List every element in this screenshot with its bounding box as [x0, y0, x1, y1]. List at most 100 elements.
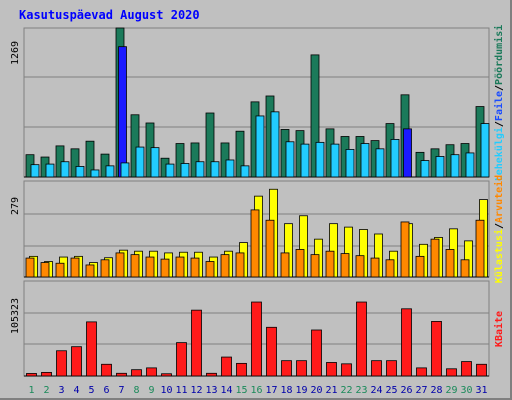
bar-sites	[430, 238, 440, 278]
bar-files	[240, 165, 250, 178]
bar-files	[465, 152, 475, 178]
bar-sites	[310, 254, 320, 278]
bar-kbytes	[281, 360, 292, 377]
bar-kbytes	[161, 373, 172, 377]
bar-sites	[130, 254, 140, 278]
bar-kbytes	[71, 346, 82, 377]
x-tick-label: 6	[103, 385, 109, 396]
x-tick-label: 26	[400, 385, 412, 396]
bar-kbytes	[311, 329, 322, 377]
bar-kbytes	[266, 326, 277, 377]
middle-legend-separator: /	[494, 223, 505, 229]
bar-sites	[190, 257, 200, 278]
bar-files	[120, 162, 130, 178]
bar-pageviews	[85, 140, 95, 178]
bar-files	[105, 165, 115, 178]
bar-sites	[400, 221, 410, 278]
bar-kbytes	[371, 360, 382, 377]
x-tick-label: 15	[235, 385, 247, 396]
bar-files	[75, 166, 85, 178]
bar-kbytes	[131, 369, 142, 377]
x-tick-label: 28	[430, 385, 442, 396]
bar-pageviews	[310, 54, 320, 178]
bar-pageviews	[130, 114, 140, 178]
x-tick-label: 4	[73, 385, 79, 396]
bar-files	[330, 143, 340, 178]
bar-kbytes	[296, 360, 307, 377]
bar-sites	[115, 252, 125, 278]
bar-kbytes	[221, 356, 232, 377]
bar-sites	[370, 257, 380, 278]
bar-files	[480, 123, 490, 178]
bar-hits	[403, 128, 412, 178]
x-tick-label: 13	[205, 385, 217, 396]
x-tick-label: 1	[28, 385, 34, 396]
y-max-label: 1269	[10, 41, 21, 65]
bar-kbytes	[431, 321, 442, 377]
bottom-legend-item: KBaite	[493, 311, 505, 347]
bar-pageviews	[235, 130, 245, 178]
bar-sites	[205, 261, 215, 278]
top-legend-item: Lehekülgi	[493, 127, 505, 181]
bar-files	[435, 156, 445, 178]
bar-kbytes	[236, 362, 247, 377]
y-max-label: 105323	[10, 298, 21, 334]
x-tick-label: 23	[355, 385, 367, 396]
x-tick-label: 11	[175, 385, 187, 396]
bar-hits	[118, 46, 127, 178]
top-legend-separator: /	[494, 121, 505, 127]
bar-sites	[55, 262, 65, 278]
bar-files	[30, 164, 40, 178]
bar-sites	[220, 254, 230, 278]
middle-legend-item: Arvuteid	[493, 175, 505, 223]
top-legend-item: Pöördumisi	[493, 25, 505, 85]
bar-sites	[85, 264, 95, 278]
middle-legend-item: Külastusi	[493, 229, 505, 283]
bar-kbytes	[386, 360, 397, 377]
bar-kbytes	[26, 373, 37, 377]
bar-kbytes	[251, 301, 262, 377]
bar-sites	[265, 219, 275, 278]
bar-sites	[160, 258, 170, 278]
chart-title: Kasutuspäevad August 2020	[19, 8, 200, 22]
bar-kbytes	[326, 362, 337, 377]
x-tick-label: 17	[265, 385, 277, 396]
bar-files	[180, 163, 190, 178]
bar-kbytes	[116, 372, 127, 377]
bar-sites	[295, 249, 305, 278]
bar-kbytes	[191, 309, 202, 377]
bar-files	[315, 141, 325, 178]
x-tick-label: 3	[58, 385, 64, 396]
bar-files	[210, 161, 220, 178]
bar-pageviews	[190, 142, 200, 178]
bar-sites	[355, 255, 365, 278]
bar-sites	[70, 257, 80, 278]
bar-kbytes	[176, 342, 187, 377]
x-tick-label: 24	[370, 385, 382, 396]
top-legend-item: Faile	[493, 91, 505, 121]
bar-sites	[385, 259, 395, 278]
x-tick-label: 25	[385, 385, 397, 396]
bar-kbytes	[446, 368, 457, 377]
bar-kbytes	[461, 361, 472, 377]
x-tick-label: 31	[475, 385, 487, 396]
bar-kbytes	[206, 372, 217, 377]
y-max-label: 279	[10, 197, 21, 215]
bar-sites	[340, 253, 350, 278]
bar-files	[300, 143, 310, 178]
bar-sites	[100, 259, 110, 278]
bar-files	[390, 139, 400, 178]
bar-kbytes	[356, 301, 367, 377]
bar-files	[60, 161, 70, 178]
bar-sites	[475, 219, 485, 278]
x-tick-label: 12	[190, 385, 202, 396]
x-tick-label: 22	[340, 385, 352, 396]
bar-sites	[460, 259, 470, 278]
bar-sites	[280, 252, 290, 278]
x-tick-label: 5	[88, 385, 94, 396]
bar-files	[450, 154, 460, 178]
x-tick-label: 29	[445, 385, 457, 396]
x-tick-label: 20	[310, 385, 322, 396]
x-tick-label: 14	[220, 385, 232, 396]
